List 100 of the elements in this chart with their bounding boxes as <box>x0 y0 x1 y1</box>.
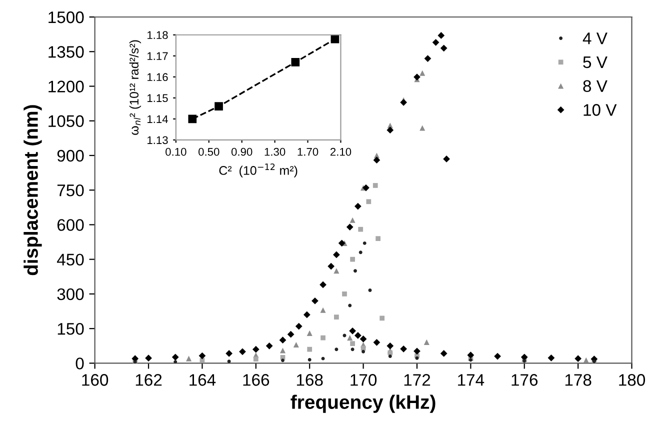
point <box>279 336 286 344</box>
point <box>366 199 372 204</box>
point <box>424 339 430 345</box>
point <box>360 336 367 342</box>
point <box>349 327 356 334</box>
point <box>386 342 394 350</box>
point <box>287 330 294 338</box>
x-tick-label: 164 <box>190 374 216 386</box>
point <box>548 354 555 362</box>
point <box>174 360 178 364</box>
point <box>320 335 326 340</box>
x-tick-label: 1.30 <box>264 148 286 156</box>
point <box>388 354 392 358</box>
y-tick-label: 1050 <box>48 115 84 128</box>
x-tick-label: 172 <box>404 374 430 386</box>
point <box>346 224 354 230</box>
y-tick-label: 150 <box>58 322 84 335</box>
point <box>253 356 258 362</box>
x-tick-label: 170 <box>350 374 377 386</box>
point <box>186 356 192 362</box>
point <box>252 346 260 353</box>
point <box>295 322 302 330</box>
point <box>280 348 286 354</box>
point <box>214 102 223 110</box>
point <box>372 183 378 188</box>
x-tick-label: 180 <box>619 374 646 386</box>
point <box>432 38 440 46</box>
point <box>440 350 448 357</box>
y-tick-label: 1.15 <box>148 94 168 102</box>
point <box>467 352 474 359</box>
point <box>386 126 394 134</box>
y-tick-label: 450 <box>56 254 84 266</box>
point <box>303 311 310 318</box>
point <box>328 262 335 270</box>
x-tick-label: 178 <box>565 374 592 386</box>
y-axis-title: displacement (nm) <box>24 105 42 276</box>
point <box>334 348 338 352</box>
point <box>414 348 420 355</box>
y-tick-label: 1.18 <box>148 31 168 40</box>
y-tick-label: 1500 <box>48 11 84 24</box>
point <box>438 32 445 39</box>
point <box>373 338 380 346</box>
point <box>348 304 352 308</box>
point <box>266 342 273 350</box>
point <box>226 350 232 357</box>
point <box>350 217 356 223</box>
point <box>420 70 426 76</box>
x-tick-label: 0.90 <box>231 148 252 156</box>
y-tick-label: 300 <box>57 288 84 300</box>
point <box>358 226 364 232</box>
x-tick-label: 176 <box>512 374 538 386</box>
y-tick-label: 1200 <box>48 80 84 92</box>
x-tick-label: 0.50 <box>198 148 220 156</box>
legend-label: 8 V <box>583 80 608 92</box>
point <box>380 316 385 321</box>
point <box>415 356 419 360</box>
y-tick-label: 1.14 <box>148 115 168 123</box>
point <box>420 125 426 131</box>
point <box>440 44 448 52</box>
point <box>354 202 362 210</box>
x-tick-label: 166 <box>243 374 270 386</box>
point <box>307 346 312 352</box>
x-tick-label: 0.10 <box>166 148 186 156</box>
point <box>334 268 340 274</box>
x-axis-title: C² (10$^{−12}$ m²) <box>219 164 298 178</box>
point <box>281 358 284 362</box>
y-tick-label: 1.13 <box>148 136 168 144</box>
legend-label: 4 V <box>582 32 608 44</box>
point <box>321 356 325 360</box>
point <box>350 348 354 352</box>
point <box>388 350 393 356</box>
x-tick-label: 1.70 <box>298 148 318 156</box>
point <box>358 250 362 254</box>
y-tick-label: 1.17 <box>148 52 168 60</box>
point <box>400 345 408 352</box>
point <box>350 256 355 262</box>
point <box>443 156 450 162</box>
legend-label: 10 V <box>584 104 617 116</box>
point <box>400 98 408 106</box>
point <box>368 288 372 292</box>
point <box>350 341 355 346</box>
point <box>188 114 197 124</box>
point <box>373 156 380 164</box>
point <box>362 241 366 245</box>
point <box>320 307 326 313</box>
y-tick-label: 900 <box>57 150 84 162</box>
point <box>334 314 339 320</box>
x-tick-label: 168 <box>296 374 323 386</box>
point <box>362 184 370 192</box>
x-tick-label: 162 <box>136 374 162 386</box>
point <box>583 357 589 363</box>
point <box>312 297 318 304</box>
x-axis-title: frequency (kHz) <box>290 394 436 413</box>
y-tick-label: 750 <box>57 184 84 196</box>
point <box>424 55 432 62</box>
x-tick-label: 160 <box>82 374 108 386</box>
point <box>354 332 362 339</box>
legend-label: 5 V <box>583 56 608 68</box>
point <box>227 360 231 364</box>
y-tick-label: 1.16 <box>148 73 168 82</box>
